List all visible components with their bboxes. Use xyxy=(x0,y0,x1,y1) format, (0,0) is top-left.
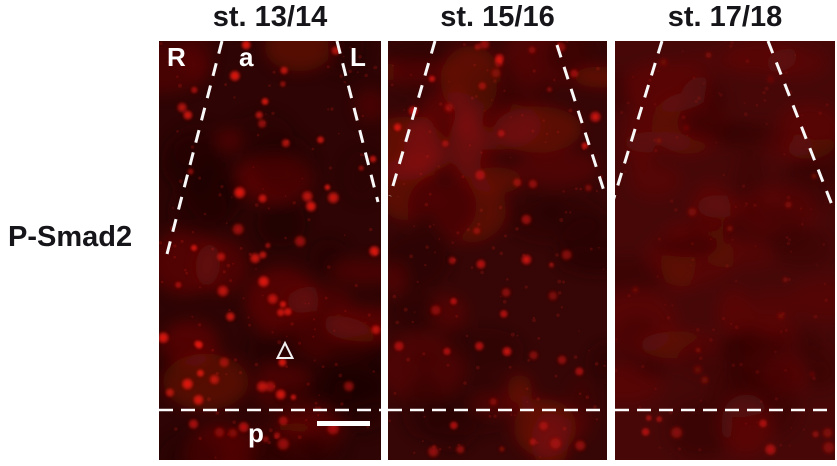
neural-plate-boundary-dashed-line xyxy=(335,41,380,203)
micrograph-st-17-18 xyxy=(615,41,835,460)
column-label-st-15-16: st. 15/16 xyxy=(440,1,555,33)
neural-plate-boundary-dashed-line xyxy=(164,41,224,259)
row-label-p-smad2: P-Smad2 xyxy=(8,221,133,253)
scale-bar xyxy=(317,421,370,426)
column-label-st-17-18: st. 17/18 xyxy=(667,1,783,33)
orientation-label-p: p xyxy=(248,418,264,448)
micrograph-st-15-16 xyxy=(388,41,607,460)
neural-plate-boundary-dashed-line xyxy=(388,41,437,197)
orientation-label-r: R xyxy=(167,42,186,72)
orientation-label-a: a xyxy=(239,42,254,72)
column-label-st-13-14: st. 13/14 xyxy=(212,1,328,33)
neural-plate-boundary-dashed-line xyxy=(555,44,606,192)
neural-plate-boundary-dashed-line xyxy=(766,41,834,206)
open-triangle-marker xyxy=(275,340,295,359)
orientation-label-l: L xyxy=(350,42,366,72)
neural-plate-boundary-dashed-line xyxy=(615,41,664,200)
